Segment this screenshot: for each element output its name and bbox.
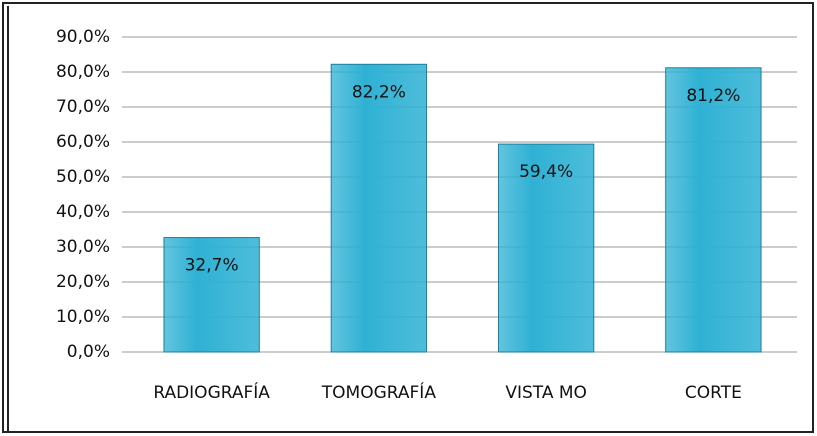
y-tick-label: 40,0% [56,202,110,222]
y-tick-label: 10,0% [56,307,110,327]
y-tick-label: 60,0% [56,132,110,152]
value-label: 59,4% [519,162,573,182]
y-tick-label: 0,0% [67,342,110,362]
bar [163,237,260,353]
y-tick-label: 70,0% [56,97,110,117]
x-tick-label: TOMOGRAFÍA [321,381,437,403]
bar [330,63,428,353]
x-tick-label: CORTE [685,383,742,403]
value-label: 82,2% [352,82,406,102]
bar [497,143,595,353]
y-tick-label: 50,0% [56,167,110,187]
bar [665,67,762,353]
value-label: 81,2% [686,86,740,106]
x-tick-label: RADIOGRAFÍA [153,381,270,403]
x-tick-label: VISTA MO [505,383,587,403]
y-tick-label: 20,0% [56,272,110,292]
value-label: 32,7% [185,256,239,276]
y-tick-label: 90,0% [56,27,110,47]
y-tick-label: 80,0% [56,62,110,82]
y-tick-label: 30,0% [56,237,110,257]
